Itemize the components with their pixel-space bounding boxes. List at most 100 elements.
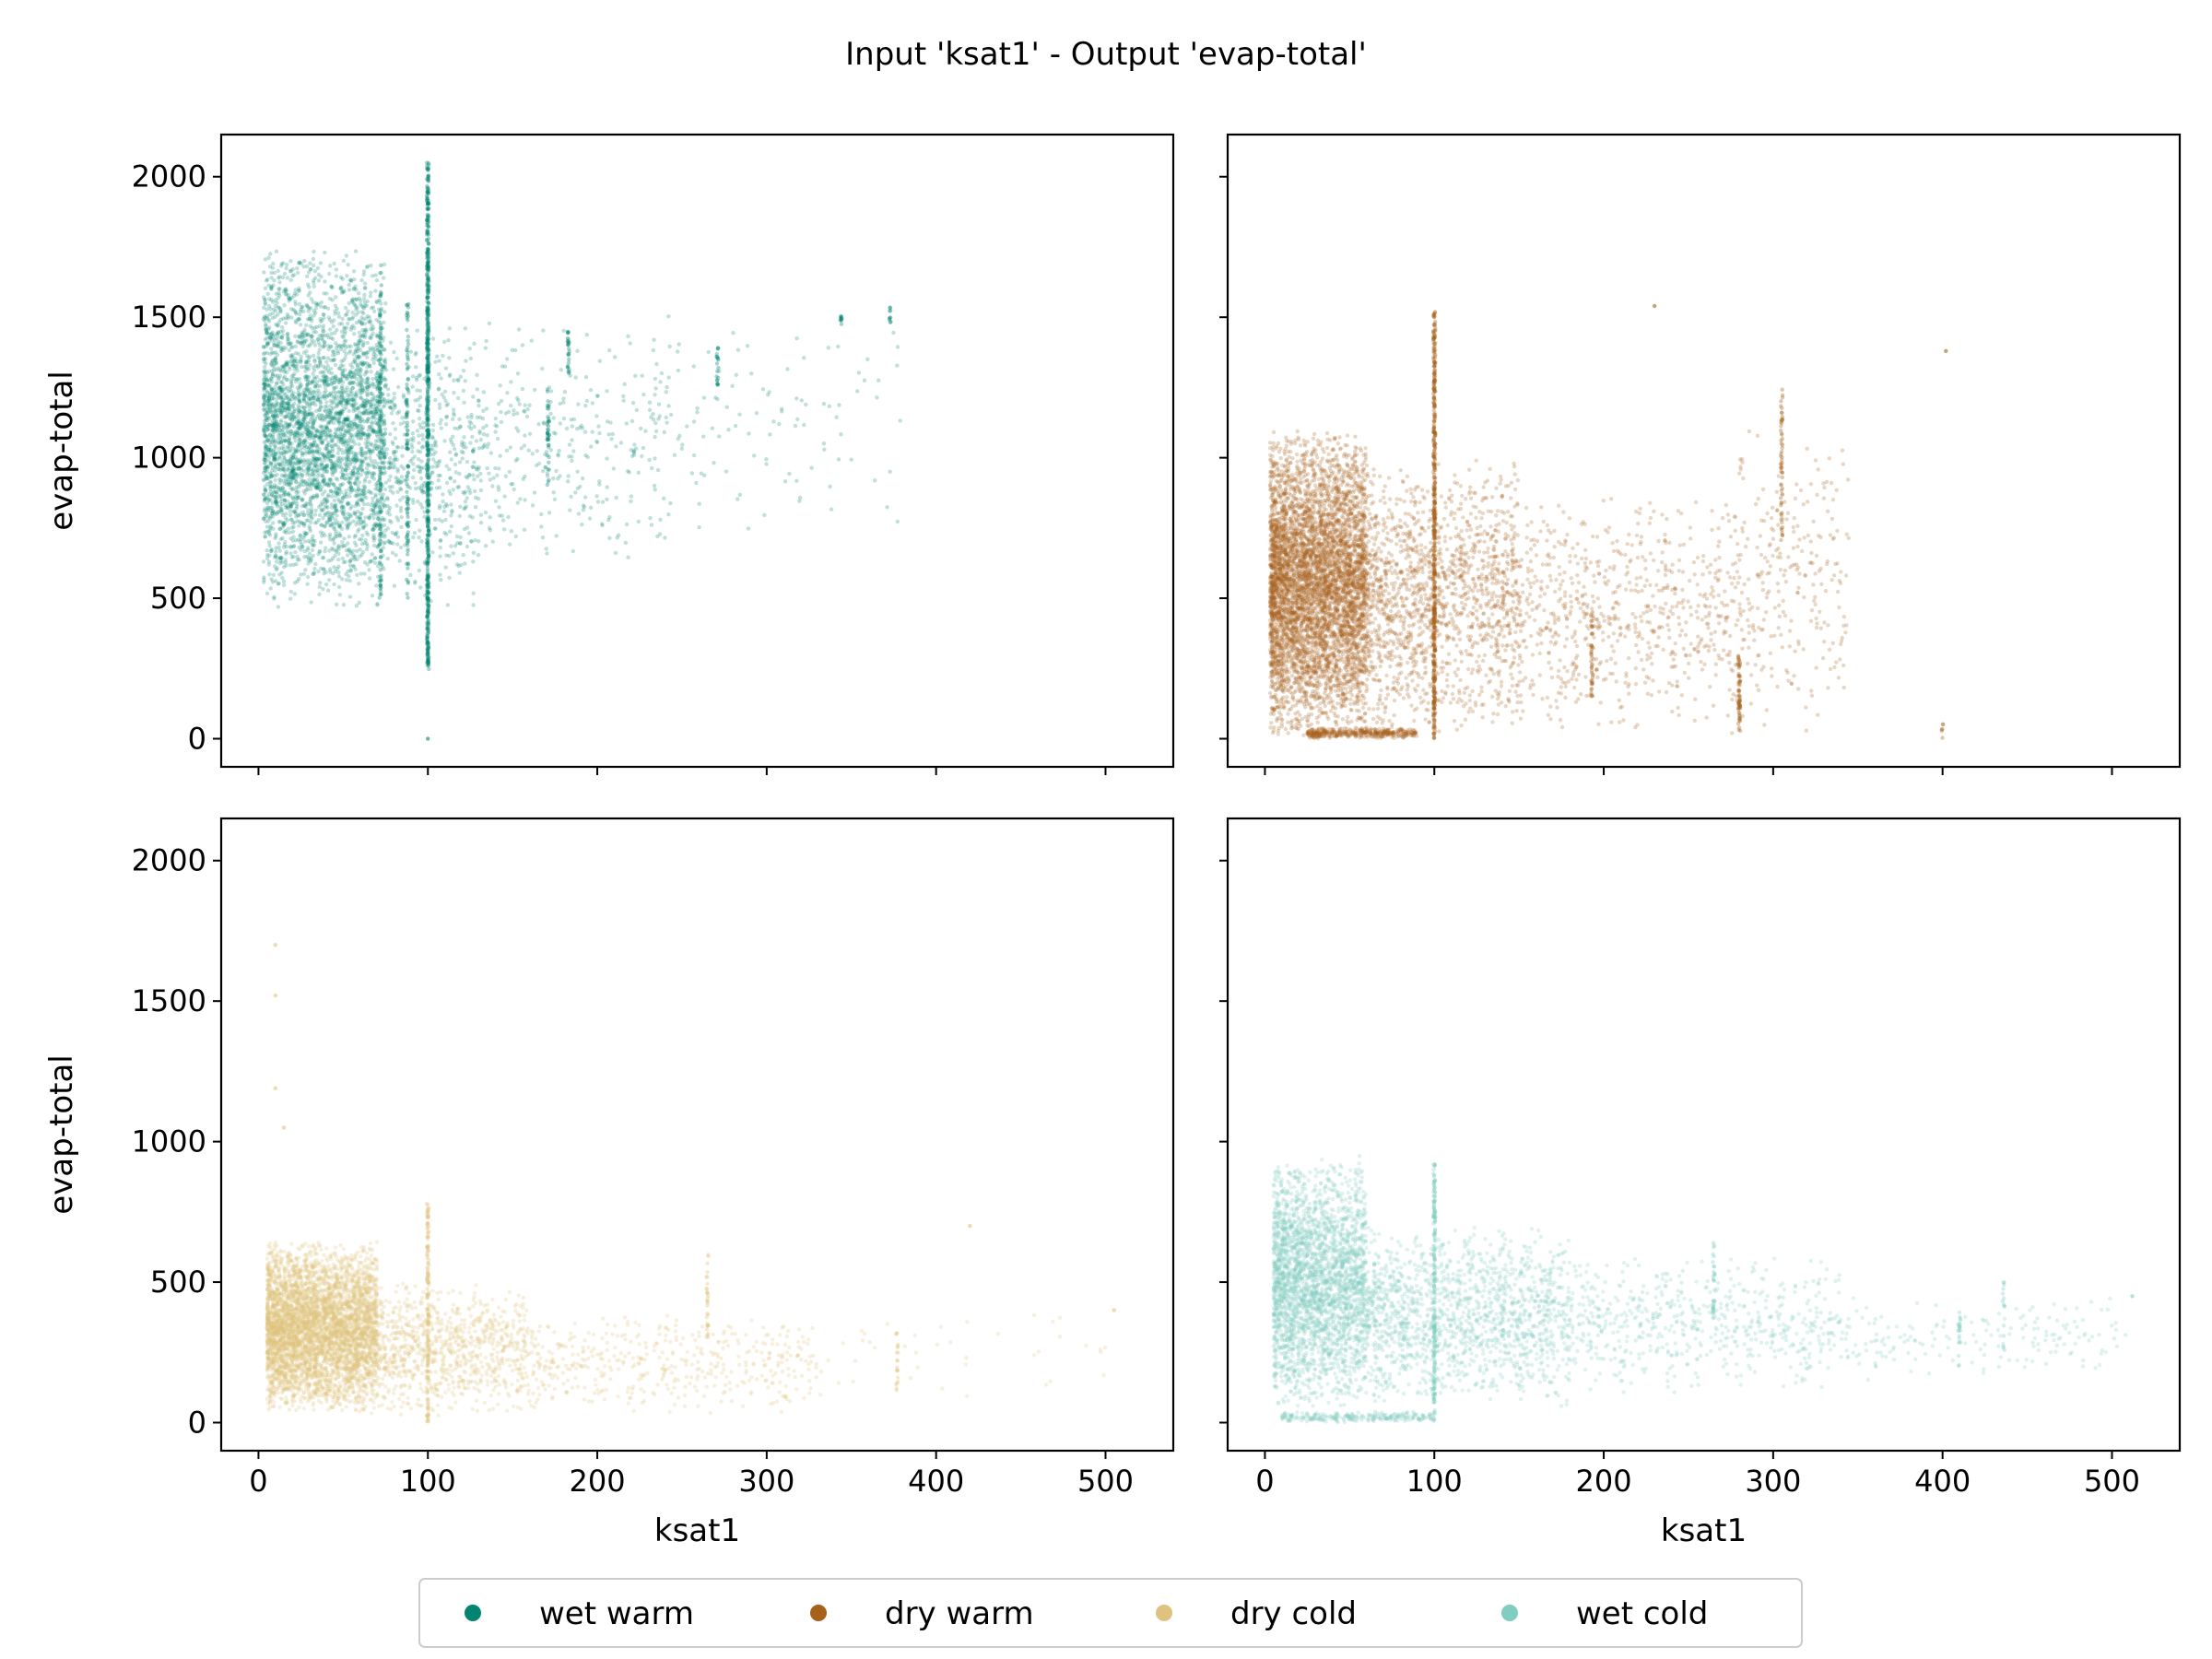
- scatter-point: [536, 461, 542, 466]
- scatter-point: [327, 434, 333, 440]
- scatter-point: [607, 535, 612, 540]
- scatter-point: [317, 463, 322, 467]
- scatter-point: [376, 479, 381, 484]
- scatter-point: [802, 356, 806, 360]
- scatter-point: [300, 545, 305, 549]
- scatter-point: [303, 437, 308, 442]
- scatter-point: [297, 334, 301, 339]
- scatter-point: [309, 503, 313, 508]
- scatter-point: [302, 446, 307, 451]
- scatter-point: [306, 293, 311, 298]
- scatter-point: [502, 494, 507, 499]
- scatter-point: [348, 420, 354, 426]
- scatter-point: [371, 471, 376, 476]
- scatter-point: [680, 442, 685, 447]
- scatter-point: [381, 461, 385, 466]
- scatter-point: [332, 565, 336, 570]
- scatter-point: [269, 434, 274, 439]
- scatter-point: [282, 456, 288, 462]
- scatter-point: [282, 374, 287, 379]
- scatter-point: [328, 366, 334, 371]
- scatter-point: [427, 666, 431, 672]
- scatter-point: [580, 523, 584, 527]
- scatter-point: [348, 277, 354, 282]
- scatter-point: [570, 458, 574, 464]
- scatter-point: [268, 524, 273, 529]
- scatter-point: [375, 484, 380, 488]
- scatter-point: [290, 405, 295, 409]
- scatter-point: [306, 429, 311, 434]
- scatter-point: [264, 474, 268, 478]
- scatter-point: [282, 455, 287, 460]
- scatter-point: [461, 552, 465, 558]
- scatter-point: [332, 582, 336, 587]
- scatter-point: [296, 412, 300, 417]
- scatter-point: [281, 478, 286, 483]
- scatter-point: [295, 579, 300, 583]
- scatter-point: [360, 305, 366, 310]
- scatter-point: [352, 402, 357, 407]
- scatter-point: [438, 546, 442, 550]
- scatter-point: [289, 525, 295, 530]
- scatter-point: [265, 495, 270, 500]
- scatter-point: [439, 426, 443, 430]
- scatter-point: [348, 348, 353, 353]
- scatter-point: [287, 404, 291, 409]
- scatter-point: [419, 445, 425, 450]
- scatter-point: [365, 376, 371, 381]
- scatter-point: [361, 311, 366, 316]
- scatter-point: [513, 534, 518, 539]
- scatter-point: [451, 411, 456, 416]
- scatter-point: [287, 473, 291, 477]
- scatter-point: [341, 420, 346, 425]
- scatter-point: [297, 397, 301, 403]
- scatter-point: [385, 400, 390, 406]
- scatter-point: [499, 398, 504, 404]
- scatter-point: [363, 515, 368, 520]
- scatter-point: [415, 465, 419, 469]
- scatter-point: [465, 459, 470, 465]
- scatter-point: [359, 395, 363, 400]
- scatter-point: [319, 434, 324, 439]
- scatter-point: [349, 486, 354, 490]
- scatter-point: [647, 400, 653, 405]
- scatter-point: [329, 453, 334, 458]
- scatter-point: [417, 433, 421, 438]
- scatter-point: [836, 457, 841, 462]
- scatter-point: [319, 440, 324, 444]
- scatter-point: [284, 262, 289, 267]
- scatter-point: [605, 389, 609, 394]
- scatter-point: [354, 522, 359, 527]
- scatter-point: [387, 512, 393, 517]
- scatter-point: [329, 331, 334, 336]
- scatter-point: [278, 348, 284, 354]
- scatter-point: [324, 389, 328, 394]
- scatter-point: [302, 533, 307, 538]
- scatter-point: [493, 499, 499, 503]
- scatter-point: [368, 347, 373, 353]
- scatter-point: [304, 440, 309, 445]
- scatter-point: [898, 418, 902, 423]
- scatter-point: [307, 524, 312, 529]
- scatter-point: [275, 333, 280, 337]
- scatter-point: [351, 352, 356, 357]
- scatter-point: [281, 465, 287, 469]
- scatter-point: [447, 488, 452, 494]
- scatter-point: [470, 434, 475, 440]
- scatter-point: [530, 503, 535, 508]
- scatter-point: [340, 334, 345, 338]
- scatter-point: [331, 547, 335, 552]
- scatter-point: [292, 520, 297, 525]
- scatter-point: [347, 288, 352, 292]
- scatter-point: [347, 300, 351, 306]
- scatter-point: [329, 459, 334, 464]
- scatter-point: [336, 547, 341, 551]
- scatter-point: [302, 530, 307, 535]
- scatter-point: [363, 455, 369, 460]
- scatter-point: [278, 433, 283, 438]
- scatter-point: [307, 449, 312, 453]
- scatter-point: [337, 459, 342, 465]
- scatter-point: [285, 385, 289, 390]
- scatter-point: [284, 545, 289, 549]
